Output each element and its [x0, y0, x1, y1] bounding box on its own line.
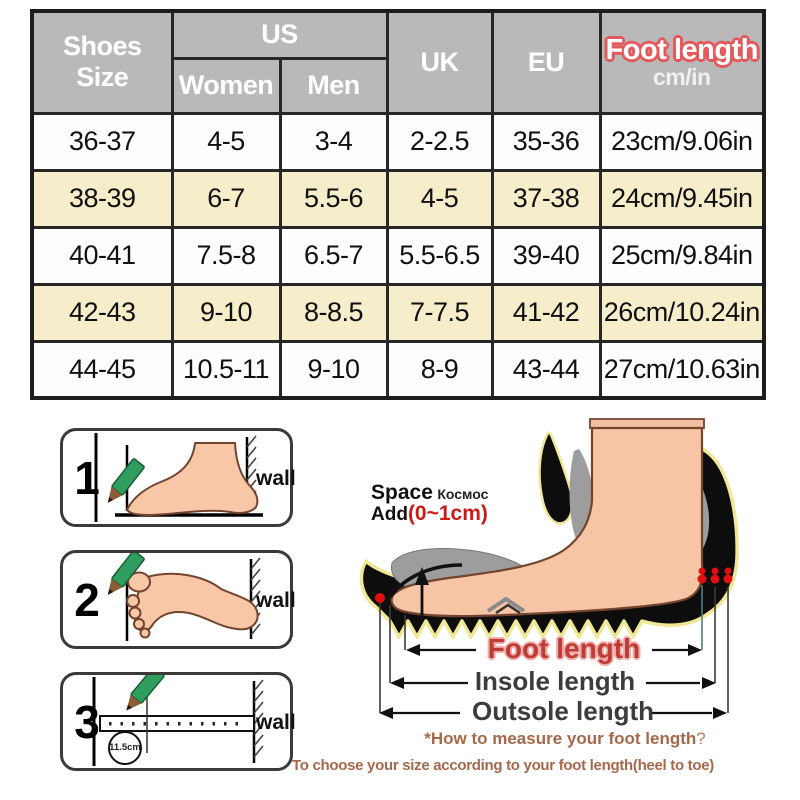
us-women-cell: 10.5-11	[170, 339, 282, 400]
eu-cell: 41-42	[490, 282, 602, 343]
space-label: Space	[371, 481, 433, 504]
foot-in-shoe-illustration	[359, 418, 739, 719]
us-men-cell: 5.5-6	[278, 168, 389, 229]
size-cell: 42-43	[30, 282, 174, 343]
header-uk: UK	[385, 9, 494, 115]
table-row: 42-43 9-10 8-8.5 7-7.5 41-42 26cm/10.24i…	[30, 282, 766, 343]
eu-cell: 43-44	[490, 339, 602, 400]
footprint-measure-illustration	[107, 553, 261, 641]
how-to-measure-note: *How to measure your foot length?	[340, 729, 790, 749]
foot-length-cell: 24cm/9.45in	[598, 168, 766, 229]
uk-cell: 8-9	[385, 339, 494, 400]
uk-cell: 7-7.5	[385, 282, 494, 343]
outsole-length-dimension-label: Outsole length	[472, 696, 654, 726]
how-to-measure-text: *How to measure your foot length	[424, 729, 697, 748]
table-row: 36-37 4-5 3-4 2-2.5 35-36 23cm/9.06in	[30, 111, 766, 172]
uk-cell: 5.5-6.5	[385, 225, 494, 286]
eu-cell: 37-38	[490, 168, 602, 229]
choose-size-note: To choose your size according to your fo…	[292, 757, 714, 774]
measure-step-2: 2 wall	[60, 550, 296, 649]
foot-length-cell: 23cm/9.06in	[598, 111, 766, 172]
us-men-cell: 3-4	[278, 111, 389, 172]
header-foot-length-unit: cm/in	[652, 64, 711, 91]
us-women-cell: 6-7	[170, 168, 282, 229]
foot-length-cell: 25cm/9.84in	[598, 225, 766, 286]
table-row: 38-39 6-7 5.5-6 4-5 37-38 24cm/9.45in	[30, 168, 766, 229]
size-cell: 40-41	[30, 225, 174, 286]
space-annotation: Space Космос	[371, 481, 488, 505]
add-value: (0~1cm)	[407, 502, 488, 525]
foot-length-diagram	[350, 405, 800, 765]
header-foot-length-text: Foot length	[605, 34, 759, 67]
wall-label: wall	[256, 467, 296, 490]
header-eu: EU	[490, 9, 602, 115]
header-us: US	[170, 9, 389, 60]
ruler-measure-illustration	[92, 675, 264, 766]
measure-step-1: 1 wall	[60, 428, 296, 527]
us-men-cell: 9-10	[278, 339, 389, 400]
uk-cell: 2-2.5	[385, 111, 494, 172]
uk-cell: 4-5	[385, 168, 494, 229]
foot-length-cell: 27cm/10.63in	[598, 339, 766, 400]
header-foot-length: Foot length cm/in	[598, 9, 766, 115]
ruler-measurement-note: 11.5cm	[109, 742, 141, 753]
table-row: 40-41 7.5-8 6.5-7 5.5-6.5 39-40 25cm/9.8…	[30, 225, 766, 286]
question-mark: ?	[696, 729, 706, 748]
us-men-cell: 8-8.5	[278, 282, 389, 343]
add-annotation: Add(0~1cm)	[371, 502, 488, 526]
header-us-men: Men	[278, 56, 389, 115]
us-women-cell: 7.5-8	[170, 225, 282, 286]
measure-step-3: 3 wall 11.5cm	[60, 672, 296, 771]
size-cell: 38-39	[30, 168, 174, 229]
us-women-cell: 4-5	[170, 111, 282, 172]
us-men-cell: 6.5-7	[278, 225, 389, 286]
add-label: Add	[371, 504, 408, 525]
eu-cell: 35-36	[490, 111, 602, 172]
step-number: 2	[74, 574, 100, 626]
eu-cell: 39-40	[490, 225, 602, 286]
size-cell: 36-37	[30, 111, 174, 172]
size-chart-table: Shoes Size US UK EU Foot length cm/in Wo…	[30, 9, 767, 400]
size-cell: 44-45	[30, 339, 174, 400]
space-label-russian: Космос	[437, 486, 489, 502]
us-women-cell: 9-10	[170, 282, 282, 343]
wall-label: wall	[256, 711, 296, 734]
side-foot-measure-illustration	[94, 433, 263, 522]
insole-length-dimension-label: Insole length	[474, 666, 636, 696]
wall-label: wall	[256, 589, 296, 612]
foot-length-cell: 26cm/10.24in	[598, 282, 766, 343]
step-number: 3	[74, 696, 100, 748]
header-us-women: Women	[170, 56, 282, 115]
table-row: 44-45 10.5-11 9-10 8-9 43-44 27cm/10.63i…	[30, 339, 766, 400]
foot-length-dimension-label: Foot length	[487, 633, 641, 664]
header-shoes-size: Shoes Size	[30, 9, 174, 115]
step-number: 1	[74, 452, 100, 504]
